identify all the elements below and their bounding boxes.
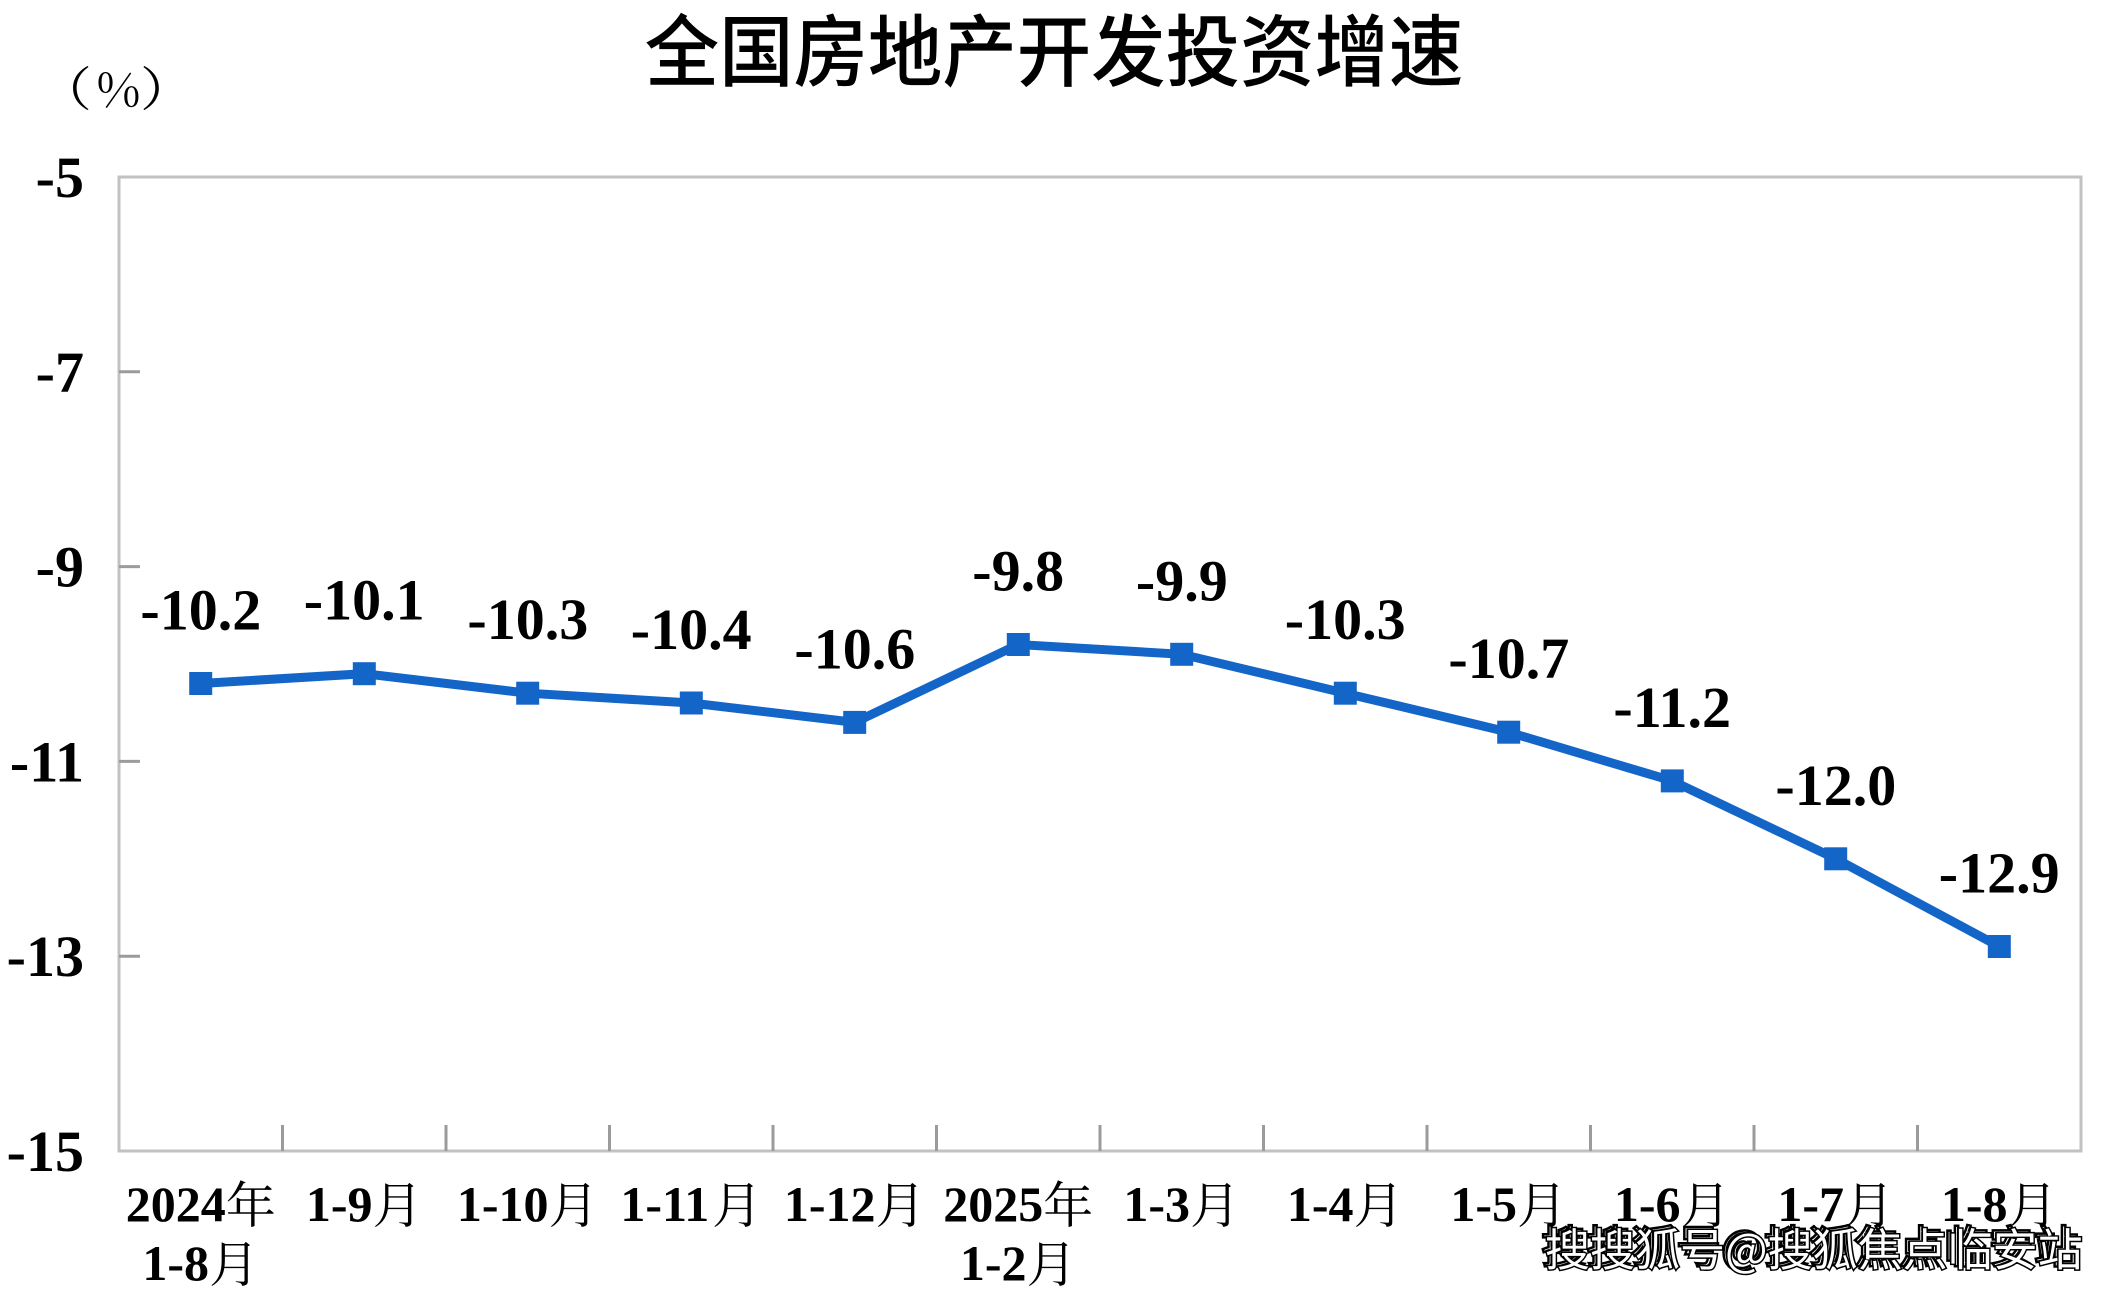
svg-text:1-3: 1-3 (1123, 1176, 1190, 1232)
svg-text:2024: 2024 (126, 1176, 226, 1232)
svg-text:-10.3: -10.3 (467, 587, 588, 652)
svg-text:-9.9: -9.9 (1136, 548, 1228, 613)
svg-text:1-8: 1-8 (1941, 1176, 2008, 1232)
svg-text:-5: -5 (36, 145, 84, 210)
svg-text:1-5: 1-5 (1450, 1176, 1517, 1232)
svg-text:-11: -11 (10, 729, 84, 794)
svg-text:-12.0: -12.0 (1775, 753, 1896, 818)
svg-text:1-2: 1-2 (960, 1235, 1027, 1291)
svg-text:1-10: 1-10 (457, 1176, 549, 1232)
svg-text:-13: -13 (7, 924, 84, 989)
svg-text:-10.6: -10.6 (794, 616, 915, 681)
svg-text:1-12: 1-12 (784, 1176, 876, 1232)
svg-text:1-7: 1-7 (1777, 1176, 1844, 1232)
svg-text:1-9: 1-9 (306, 1176, 373, 1232)
svg-text:-7: -7 (36, 340, 84, 405)
svg-text:-10.1: -10.1 (304, 568, 425, 633)
svg-text:-15: -15 (7, 1119, 84, 1184)
svg-text:-10.7: -10.7 (1448, 626, 1569, 691)
svg-text:1-11: 1-11 (620, 1176, 709, 1232)
svg-text:-10.3: -10.3 (1285, 587, 1406, 652)
svg-text:-11.2: -11.2 (1613, 675, 1731, 740)
svg-text:-9.8: -9.8 (972, 539, 1064, 604)
svg-text:-10.2: -10.2 (140, 578, 261, 643)
svg-text:1-6: 1-6 (1614, 1176, 1681, 1232)
svg-text:-12.9: -12.9 (1939, 841, 2060, 906)
svg-text:-10.4: -10.4 (631, 597, 752, 662)
svg-text:-9: -9 (36, 535, 84, 600)
svg-text:2025: 2025 (943, 1176, 1043, 1232)
svg-text:1-8: 1-8 (142, 1235, 209, 1291)
svg-text:1-4: 1-4 (1287, 1176, 1354, 1232)
